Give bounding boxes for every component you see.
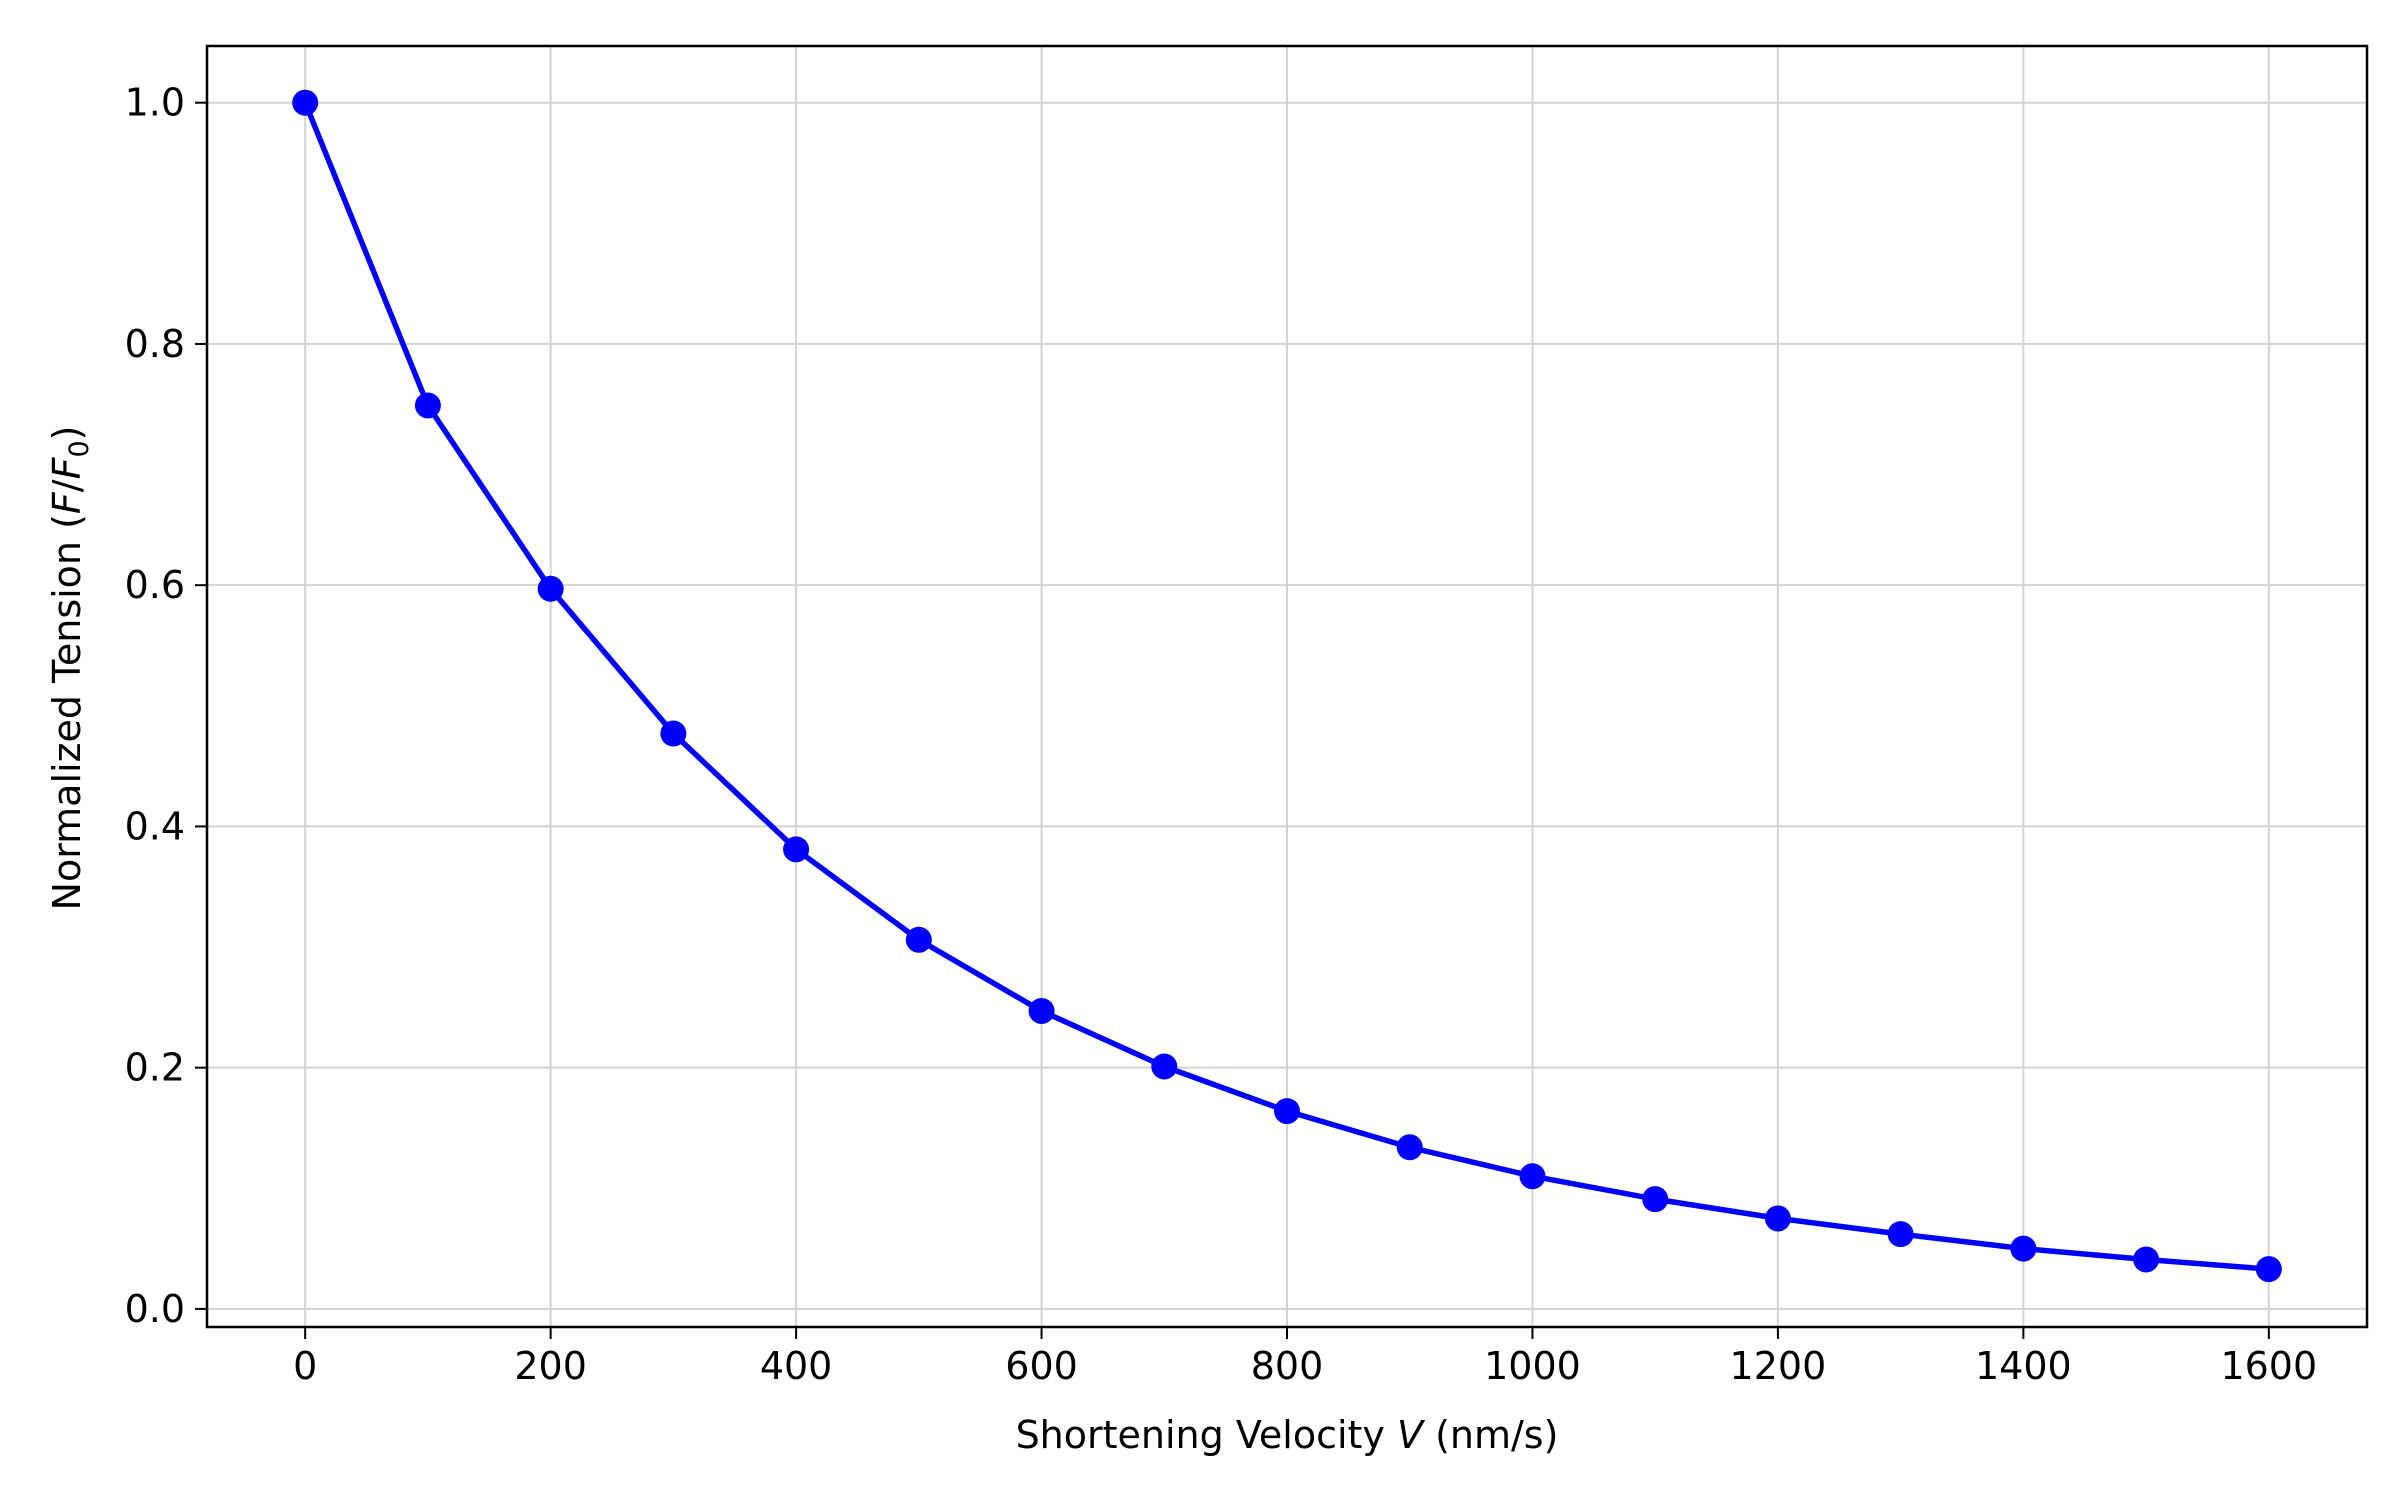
- y-tick-label: 0.4: [125, 804, 185, 848]
- x-tick-label: 1000: [1484, 1344, 1581, 1388]
- data-point: [1519, 1163, 1546, 1190]
- data-point: [2010, 1235, 2037, 1262]
- data-point: [1274, 1098, 1300, 1125]
- data-point: [905, 926, 932, 953]
- x-tick-label: 1600: [2220, 1344, 2317, 1388]
- y-tick-label: 0.0: [125, 1287, 185, 1331]
- x-tick-label: 200: [514, 1344, 587, 1388]
- y-tick-label: 0.8: [125, 322, 185, 366]
- ticks: 0 200 400 600 800 1000 1200 1400 1600 0.0 0.2 0.4 0.…: [125, 81, 2318, 1388]
- grid: [207, 46, 2367, 1327]
- data-point: [1151, 1053, 1178, 1080]
- x-tick-label: 400: [760, 1344, 833, 1388]
- x-tick-label: 1200: [1730, 1344, 1827, 1388]
- data-point: [1764, 1205, 1791, 1232]
- x-tick-label: 0: [293, 1344, 317, 1388]
- y-axis-label: Normalized Tension (F/F0): [45, 426, 95, 911]
- data-point: [1887, 1221, 1914, 1248]
- x-axis-label: Shortening Velocity V (nm/s): [1016, 1413, 1559, 1457]
- y-tick-label: 1.0: [125, 81, 185, 125]
- y-tick-label: 0.6: [125, 563, 185, 607]
- x-tick-label: 1400: [1975, 1344, 2072, 1388]
- data-point: [292, 89, 319, 116]
- data-point: [1396, 1134, 1423, 1161]
- data-point: [1642, 1186, 1669, 1213]
- data-point: [783, 836, 810, 863]
- data-point: [1028, 997, 1055, 1024]
- x-tick-label: 600: [1005, 1344, 1078, 1388]
- x-tick-label: 800: [1251, 1344, 1324, 1388]
- data-point: [414, 392, 441, 419]
- data-point: [2133, 1246, 2160, 1273]
- data-point: [537, 575, 564, 602]
- data-point: [660, 720, 687, 747]
- data-point: [2255, 1256, 2282, 1283]
- series: [292, 89, 2282, 1283]
- y-tick-label: 0.2: [125, 1046, 185, 1090]
